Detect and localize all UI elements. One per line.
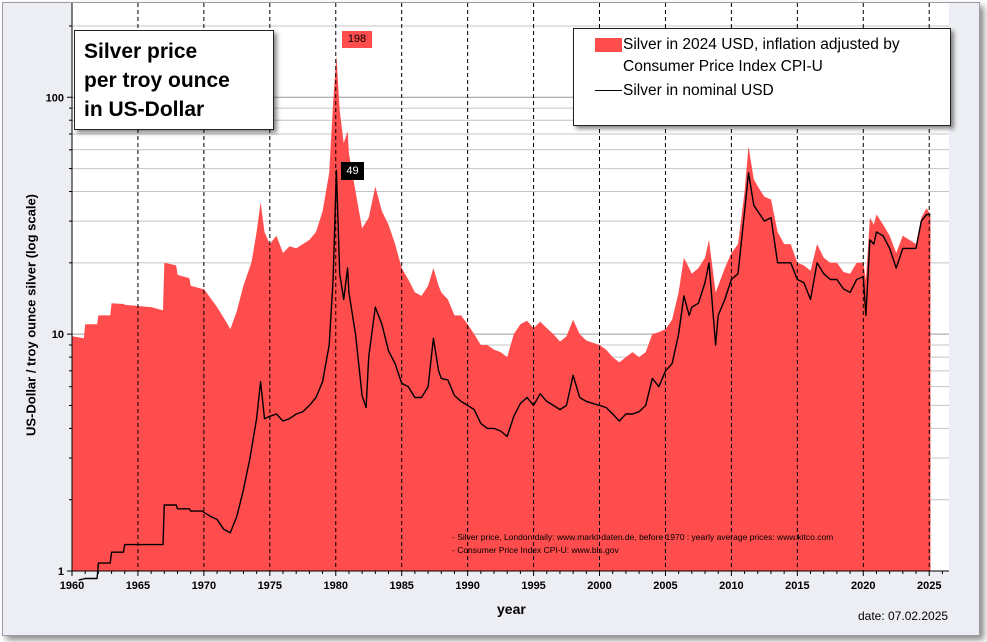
real-price-area xyxy=(72,55,931,571)
y-tick-label: 10 xyxy=(52,329,64,341)
chart-title-line-3: in US-Dollar xyxy=(84,98,205,121)
x-tick-label: 1980 xyxy=(324,580,348,592)
chart-title-line-1: Silver price xyxy=(84,40,198,63)
legend-label-real-line-2: Consumer Price Index CPI-U xyxy=(623,58,823,75)
y-tick-label: 1 xyxy=(58,566,64,578)
y-tick-label: 100 xyxy=(46,92,64,104)
x-tick-label: 1960 xyxy=(60,580,84,592)
nominal-price-line-layer xyxy=(78,169,931,581)
legend-label-real-line-1: Silver in 2024 USD, inflation adjusted b… xyxy=(623,36,900,53)
x-tick-label: 2015 xyxy=(785,580,809,592)
nominal-price-line xyxy=(78,169,931,581)
x-tick-label: 1975 xyxy=(258,580,282,592)
x-tick-label: 1990 xyxy=(455,580,479,592)
source-note-1: - Silver price, London daily: www.markt-… xyxy=(452,532,834,542)
x-tick-label: 2010 xyxy=(719,580,743,592)
source-notes: - Silver price, London daily: www.markt-… xyxy=(452,531,833,557)
x-tick-label: 2005 xyxy=(653,580,677,592)
x-tick-label: 1970 xyxy=(192,580,216,592)
x-tick-label: 2020 xyxy=(851,580,875,592)
title-box xyxy=(74,30,274,130)
legend-label-nominal: Silver in nominal USD xyxy=(623,82,774,99)
legend: Silver in 2024 USD, inflation adjusted b… xyxy=(573,28,951,126)
source-note-2: - Consumer Price Index CPI-U: www.bls.go… xyxy=(452,545,619,555)
x-axis-label: year xyxy=(497,601,526,617)
x-tick-label: 2025 xyxy=(917,580,941,592)
tick-labels: 1960 1965 1970 1975 1980 1985 1990 1995 2000 2005… xyxy=(46,92,942,592)
x-tick-label: 1965 xyxy=(126,580,150,592)
peak-real-annotation: 198 xyxy=(342,31,372,48)
peak-nominal-annotation: 49 xyxy=(341,162,364,180)
chart-title: Silver price per troy ounce in US-Dollar xyxy=(84,37,230,124)
axes xyxy=(67,3,949,576)
legend-swatch-nominal xyxy=(595,90,622,91)
x-tick-label: 1985 xyxy=(389,580,413,592)
y-axis-label: US-Dollar / troy ounce silver (log scale… xyxy=(23,193,39,437)
date-label: date: 07.02.2025 xyxy=(858,609,949,623)
x-tick-label: 1995 xyxy=(521,580,545,592)
real-price-area-layer xyxy=(72,55,931,571)
chart-title-line-2: per troy ounce xyxy=(84,69,230,92)
x-tick-label: 2000 xyxy=(587,580,611,592)
legend-swatch-real xyxy=(595,38,622,52)
